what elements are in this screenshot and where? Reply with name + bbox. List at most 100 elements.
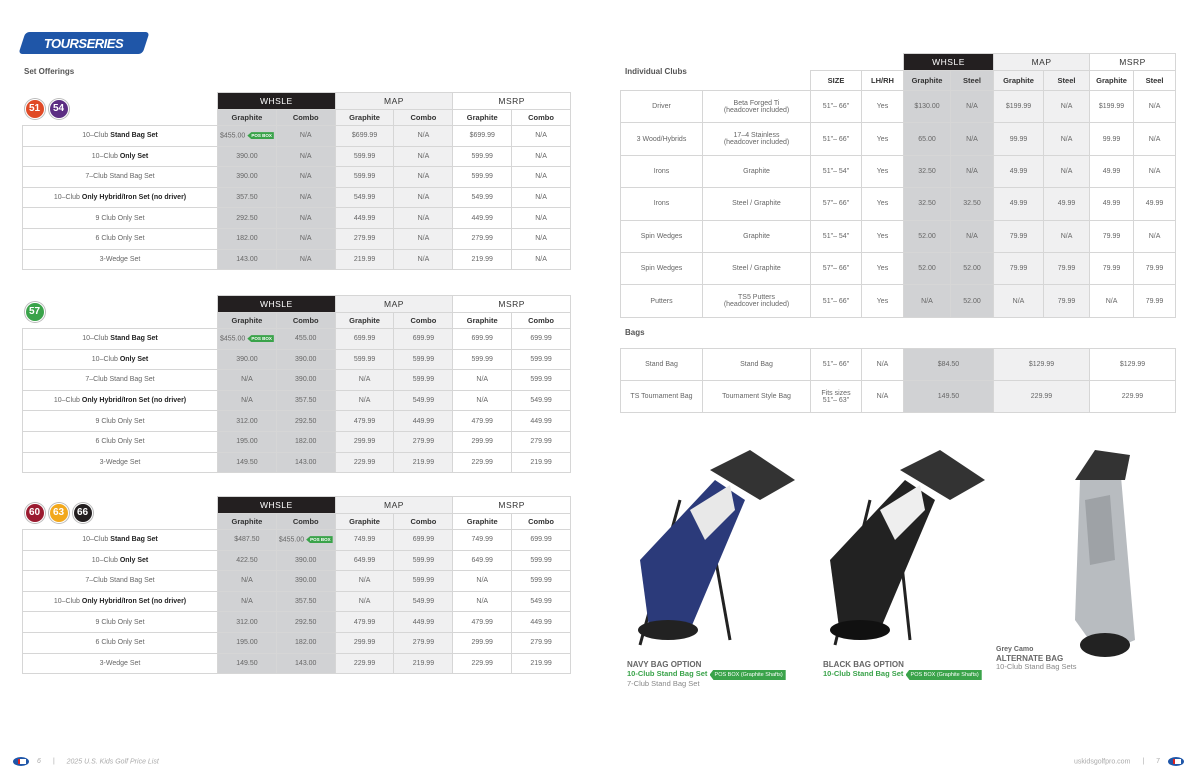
pos-box-tag: POS BOX (247, 335, 274, 343)
price-value: 699.99 (412, 536, 435, 544)
price-cell: 65.00 (903, 122, 951, 156)
price-cell: 143.00 (275, 652, 336, 675)
price-cell: 390.00 (275, 549, 336, 572)
price-cell: 149.50 (217, 451, 277, 474)
table-row: Irons Steel / Graphite 57"– 66" Yes 32.50 32.… (620, 187, 1177, 221)
price-value: 312.00 (236, 417, 258, 425)
price-value: 357.50 (295, 598, 317, 606)
price-value: 549.99 (530, 397, 552, 405)
price-value: 599.99 (412, 355, 435, 363)
price-value: N/A (417, 152, 430, 160)
pos-box-tag: POS BOX (Graphite Shafts) (709, 669, 786, 680)
table-row: Putters TS5 Putters (headcover included) 51… (620, 284, 1177, 318)
price-value: 219.99 (412, 659, 435, 667)
price-cell: N/A (511, 227, 571, 250)
price-cell: 229.99 (452, 652, 513, 675)
price-value: 599.99 (412, 577, 435, 585)
price-cell: 229.99 (452, 451, 513, 474)
set-name: 3-Wedge Set (22, 652, 218, 675)
price-value: N/A (299, 152, 312, 160)
price-cell: N/A (393, 227, 454, 250)
price-cell: 79.99 (993, 219, 1045, 253)
set-name: 10–Club Only Hybrid/Iron Set (no driver) (22, 389, 218, 412)
price-cell: $84.50 (903, 348, 994, 381)
column-header: Graphite (452, 109, 513, 126)
set-name-emphasis: Only Set (119, 355, 149, 363)
club-size: 57"– 66" (810, 251, 862, 286)
price-cell: 699.99 (393, 328, 454, 350)
club-size: 51"– 66" (810, 122, 862, 156)
price-cell: 79.99 (1133, 251, 1177, 286)
price-cell: 49.99 (1089, 187, 1135, 221)
column-header: Combo (275, 109, 336, 126)
price-cell: 229.99 (993, 380, 1090, 413)
set-offerings-table: 60 63 66 WHSLE MAP MSRP Graphite Combo Graphite C… (22, 496, 571, 675)
price-value: 279.99 (530, 639, 552, 647)
size-badge-51: 51 (24, 98, 45, 119)
price-cell: 182.00 (275, 631, 336, 654)
club-hand: Yes (861, 89, 904, 124)
column-header: Combo (511, 312, 571, 329)
table-row: 10–Club Stand Bag Set $455.00 POS BOX 455.0… (22, 328, 571, 350)
club-size: 51"– 66" (810, 284, 862, 318)
price-cell: 390.00 (275, 348, 336, 371)
price-cell: 449.99 (334, 207, 395, 229)
table-row: Stand Bag Stand Bag 51"– 66" N/A $84.50 $129.… (620, 348, 1176, 381)
set-name-prefix: 7–Club Stand Bag Set (85, 173, 155, 181)
table-row: 9 Club Only Set 312.00 292.50 479.99 449.99 4… (22, 410, 571, 432)
price-cell: 479.99 (452, 410, 513, 432)
size-badges: 51 54 (22, 92, 218, 126)
price-cell: $199.99 (1089, 89, 1135, 124)
price-cell: 195.00 (217, 631, 277, 654)
set-offerings-table: 51 54 WHSLE MAP MSRP Graphite Combo Graphite Com… (22, 92, 571, 271)
price-cell: 79.99 (1089, 251, 1135, 286)
price-cell: N/A (511, 145, 571, 168)
price-value: N/A (476, 577, 489, 585)
set-name: 3-Wedge Set (22, 248, 218, 271)
club-description: Beta Forged Ti (headcover included) (702, 89, 811, 124)
navy-bag-image (638, 450, 795, 646)
price-cell: N/A (1043, 154, 1091, 189)
msrp-header: MSRP (452, 295, 571, 313)
price-value: $455.00 (220, 335, 246, 343)
table-row: 3-Wedge Set 149.50 143.00 229.99 219.99 229.9… (22, 652, 571, 675)
table-row: 7–Club Stand Bag Set N/A 390.00 N/A 599.99 N/… (22, 570, 571, 592)
price-value: 143.00 (295, 458, 317, 466)
price-value: 292.50 (295, 618, 317, 626)
set-name-prefix: 10–Club (82, 132, 111, 140)
club-description: 17–4 Stainless (headcover included) (702, 122, 811, 156)
price-cell: 699.99 (511, 328, 571, 350)
price-value: 390.00 (295, 355, 317, 363)
table-row: 10–Club Only Set 390.00 390.00 599.99 599.99… (22, 348, 571, 371)
table-row: 10–Club Only Hybrid/Iron Set (no driver)… (22, 186, 571, 209)
set-name-prefix: 10–Club (91, 556, 120, 564)
table-row: TS Tournament Bag Tournament Style Bag Fit… (620, 380, 1176, 413)
price-value: 357.50 (236, 194, 258, 202)
club-size: 51"– 54" (810, 219, 862, 253)
price-value: $487.50 (234, 536, 260, 544)
price-value: 599.99 (353, 355, 376, 363)
set-offerings-table: 57 WHSLE MAP MSRP Graphite Combo Graphite Combo… (22, 295, 571, 474)
set-name-prefix: 10–Club (53, 194, 82, 202)
set-name-prefix: 6 Club Only Set (95, 235, 145, 243)
set-name: 10–Club Only Set (22, 145, 218, 168)
price-cell: 479.99 (334, 611, 395, 633)
price-value: N/A (417, 132, 430, 140)
column-header: Graphite (217, 109, 277, 126)
column-header: Graphite (993, 70, 1045, 91)
price-cell: 49.99 (993, 154, 1045, 189)
price-cell: 32.50 (903, 154, 951, 189)
price-value: 143.00 (295, 659, 317, 667)
set-offerings-title: Set Offerings (24, 67, 75, 76)
price-cell: 599.99 (511, 549, 571, 572)
size-badge-60: 60 (24, 502, 45, 523)
set-name-emphasis: Only Set (119, 556, 149, 564)
price-value: 390.00 (295, 376, 317, 384)
price-value: N/A (417, 255, 430, 263)
footer-left: 6 | 2025 U.S. Kids Golf Price List (13, 757, 159, 766)
price-cell: N/A (334, 570, 395, 592)
price-value: 479.99 (353, 417, 376, 425)
price-cell: 292.50 (275, 611, 336, 633)
set-name-emphasis: Only Set (119, 152, 149, 160)
bag-size: 51"– 66" (810, 348, 862, 381)
